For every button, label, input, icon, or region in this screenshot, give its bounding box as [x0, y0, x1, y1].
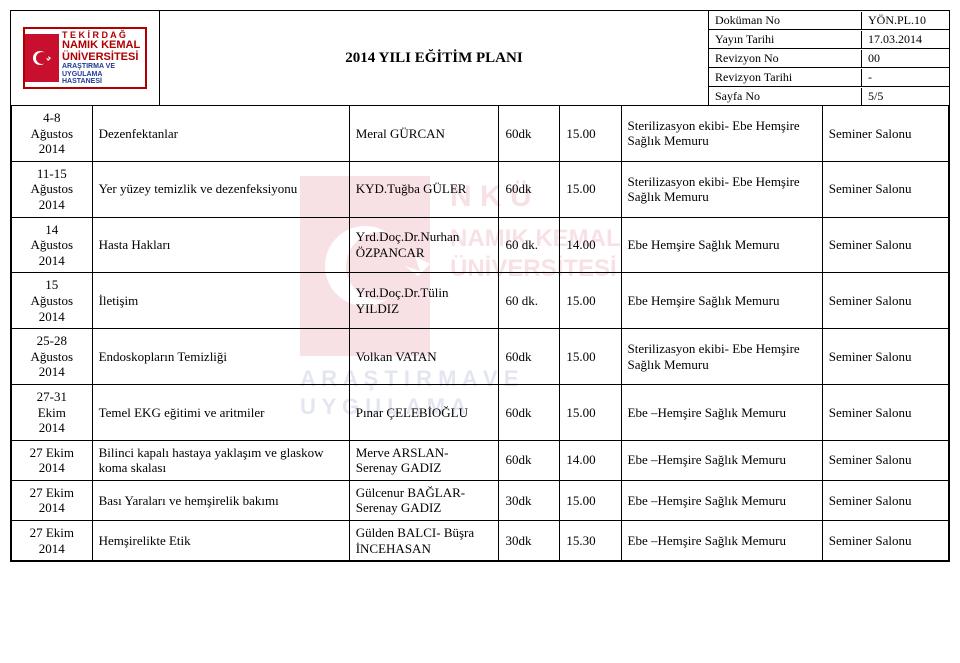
meta-block: Doküman No YÖN.PL.10 Yayın Tarihi 17.03.… [709, 11, 949, 105]
meta-value: - [862, 69, 949, 86]
meta-value: 5/5 [862, 88, 949, 105]
meta-row: Sayfa No 5/5 [709, 87, 949, 105]
date-cell: 15 Ağustos 2014 [12, 273, 93, 329]
document-title: 2014 YILI EĞİTİM PLANI [160, 11, 709, 105]
date-cell: 27 Ekim 2014 [12, 440, 93, 480]
location-cell: Seminer Salonu [822, 273, 948, 329]
page: N K Ü NAMIK KEMAL ÜNİVERSİTESİ A R A Ş T… [10, 10, 950, 562]
table-row: 27 Ekim 2014Hemşirelikte EtikGülden BALC… [12, 521, 949, 561]
location-cell: Seminer Salonu [822, 480, 948, 520]
date-cell: 4-8 Ağustos 2014 [12, 106, 93, 162]
header: T E K İ R D A Ğ NAMIK KEMAL ÜNİVERSİTESİ… [11, 11, 949, 105]
time-cell: 15.00 [560, 480, 621, 520]
audience-cell: Sterilizasyon ekibi- Ebe Hemşire Sağlık … [621, 329, 822, 385]
meta-label: Revizyon No [709, 50, 862, 67]
location-cell: Seminer Salonu [822, 329, 948, 385]
duration-cell: 60dk [499, 384, 560, 440]
logo-line2: NAMIK KEMAL ÜNİVERSİTESİ [62, 40, 142, 63]
document-frame: T E K İ R D A Ğ NAMIK KEMAL ÜNİVERSİTESİ… [10, 10, 950, 562]
topic-cell: Dezenfektanlar [92, 106, 349, 162]
date-cell: 27 Ekim 2014 [12, 480, 93, 520]
audience-cell: Ebe –Hemşire Sağlık Memuru [621, 384, 822, 440]
speaker-cell: Gülden BALCI- Büşra İNCEHASAN [349, 521, 499, 561]
audience-cell: Ebe Hemşire Sağlık Memuru [621, 217, 822, 273]
speaker-cell: Merve ARSLAN- Serenay GADIZ [349, 440, 499, 480]
meta-row: Yayın Tarihi 17.03.2014 [709, 30, 949, 49]
table-row: 4-8 Ağustos 2014DezenfektanlarMeral GÜRC… [12, 106, 949, 162]
topic-cell: Yer yüzey temizlik ve dezenfeksiyonu [92, 161, 349, 217]
topic-cell: Hemşirelikte Etik [92, 521, 349, 561]
meta-value: 17.03.2014 [862, 31, 949, 48]
time-cell: 15.00 [560, 161, 621, 217]
table-row: 11-15 Ağustos 2014Yer yüzey temizlik ve … [12, 161, 949, 217]
meta-value: 00 [862, 50, 949, 67]
topic-cell: Endoskopların Temizliği [92, 329, 349, 385]
duration-cell: 60dk [499, 106, 560, 162]
training-table: 4-8 Ağustos 2014DezenfektanlarMeral GÜRC… [11, 105, 949, 561]
header-logo: T E K İ R D A Ğ NAMIK KEMAL ÜNİVERSİTESİ… [23, 27, 147, 90]
table-row: 25-28 Ağustos 2014Endoskopların Temizliğ… [12, 329, 949, 385]
location-cell: Seminer Salonu [822, 521, 948, 561]
logo-text: T E K İ R D A Ğ NAMIK KEMAL ÜNİVERSİTESİ… [59, 29, 145, 88]
logo-cell: T E K İ R D A Ğ NAMIK KEMAL ÜNİVERSİTESİ… [11, 11, 160, 105]
duration-cell: 60dk [499, 440, 560, 480]
table-row: 14 Ağustos 2014Hasta HaklarıYrd.Doç.Dr.N… [12, 217, 949, 273]
meta-row: Doküman No YÖN.PL.10 [709, 11, 949, 30]
speaker-cell: Pınar ÇELEBİOĞLU [349, 384, 499, 440]
table-row: 15 Ağustos 2014İletişimYrd.Doç.Dr.Tülin … [12, 273, 949, 329]
speaker-cell: KYD.Tuğba GÜLER [349, 161, 499, 217]
time-cell: 15.00 [560, 106, 621, 162]
audience-cell: Sterilizasyon ekibi- Ebe Hemşire Sağlık … [621, 106, 822, 162]
audience-cell: Ebe Hemşire Sağlık Memuru [621, 273, 822, 329]
audience-cell: Ebe –Hemşire Sağlık Memuru [621, 480, 822, 520]
duration-cell: 30dk [499, 480, 560, 520]
location-cell: Seminer Salonu [822, 384, 948, 440]
topic-cell: İletişim [92, 273, 349, 329]
time-cell: 14.00 [560, 217, 621, 273]
duration-cell: 30dk [499, 521, 560, 561]
date-cell: 27 Ekim 2014 [12, 521, 93, 561]
location-cell: Seminer Salonu [822, 106, 948, 162]
audience-cell: Ebe –Hemşire Sağlık Memuru [621, 440, 822, 480]
date-cell: 25-28 Ağustos 2014 [12, 329, 93, 385]
location-cell: Seminer Salonu [822, 217, 948, 273]
speaker-cell: Yrd.Doç.Dr.Tülin YILDIZ [349, 273, 499, 329]
date-cell: 14 Ağustos 2014 [12, 217, 93, 273]
time-cell: 15.00 [560, 329, 621, 385]
table-row: 27 Ekim 2014Bilinci kapalı hastaya yakla… [12, 440, 949, 480]
topic-cell: Bilinci kapalı hastaya yaklaşım ve glask… [92, 440, 349, 480]
duration-cell: 60dk [499, 329, 560, 385]
table-row: 27 Ekim 2014Bası Yaraları ve hemşirelik … [12, 480, 949, 520]
time-cell: 15.00 [560, 384, 621, 440]
topic-cell: Bası Yaraları ve hemşirelik bakımı [92, 480, 349, 520]
meta-label: Sayfa No [709, 88, 862, 105]
meta-label: Yayın Tarihi [709, 31, 862, 48]
location-cell: Seminer Salonu [822, 161, 948, 217]
meta-row: Revizyon No 00 [709, 49, 949, 68]
audience-cell: Ebe –Hemşire Sağlık Memuru [621, 521, 822, 561]
topic-cell: Temel EKG eğitimi ve aritmiler [92, 384, 349, 440]
time-cell: 14.00 [560, 440, 621, 480]
location-cell: Seminer Salonu [822, 440, 948, 480]
time-cell: 15.30 [560, 521, 621, 561]
meta-label: Doküman No [709, 12, 862, 29]
speaker-cell: Volkan VATAN [349, 329, 499, 385]
date-cell: 27-31 Ekim 2014 [12, 384, 93, 440]
speaker-cell: Meral GÜRCAN [349, 106, 499, 162]
meta-row: Revizyon Tarihi - [709, 68, 949, 87]
date-cell: 11-15 Ağustos 2014 [12, 161, 93, 217]
time-cell: 15.00 [560, 273, 621, 329]
duration-cell: 60 dk. [499, 217, 560, 273]
topic-cell: Hasta Hakları [92, 217, 349, 273]
duration-cell: 60 dk. [499, 273, 560, 329]
speaker-cell: Yrd.Doç.Dr.Nurhan ÖZPANCAR [349, 217, 499, 273]
meta-value: YÖN.PL.10 [862, 12, 949, 29]
flag-icon [25, 34, 59, 82]
speaker-cell: Gülcenur BAĞLAR- Serenay GADIZ [349, 480, 499, 520]
audience-cell: Sterilizasyon ekibi- Ebe Hemşire Sağlık … [621, 161, 822, 217]
duration-cell: 60dk [499, 161, 560, 217]
logo-line3: ARAŞTIRMA VE UYGULAMA HASTANESİ [62, 63, 142, 85]
table-row: 27-31 Ekim 2014Temel EKG eğitimi ve arit… [12, 384, 949, 440]
meta-label: Revizyon Tarihi [709, 69, 862, 86]
